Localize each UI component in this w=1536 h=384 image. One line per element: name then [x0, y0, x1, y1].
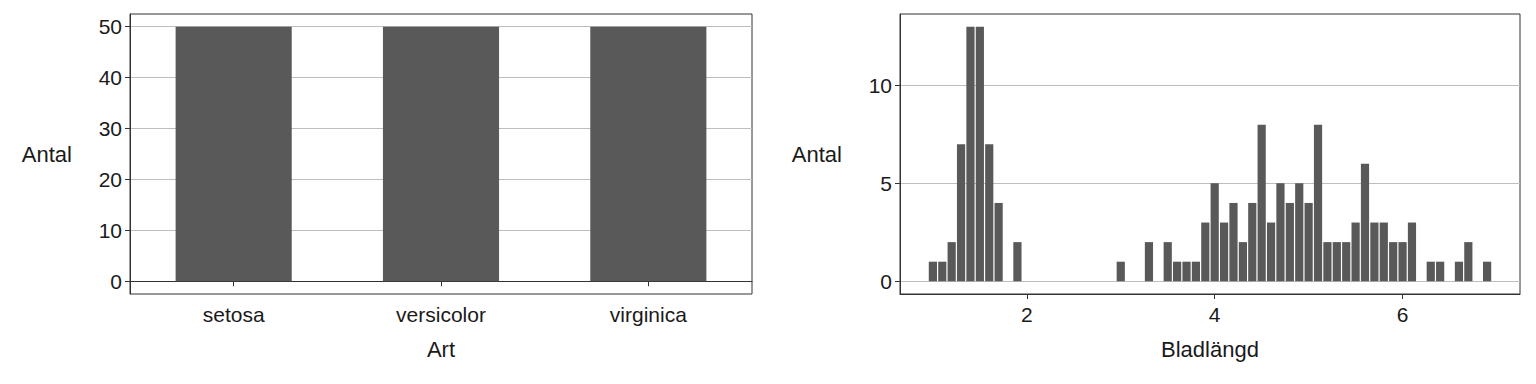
- svg-text:10: 10: [869, 74, 892, 97]
- svg-text:Bladlängd: Bladlängd: [1161, 337, 1259, 362]
- svg-text:2: 2: [1021, 303, 1033, 326]
- svg-text:30: 30: [99, 117, 122, 140]
- svg-text:0: 0: [110, 270, 122, 293]
- svg-text:0: 0: [880, 270, 892, 293]
- svg-text:5: 5: [880, 172, 892, 195]
- svg-text:6: 6: [1397, 303, 1409, 326]
- svg-text:versicolor: versicolor: [396, 303, 486, 326]
- svg-text:virginica: virginica: [610, 303, 687, 326]
- svg-text:10: 10: [99, 219, 122, 242]
- svg-text:20: 20: [99, 168, 122, 191]
- svg-text:Antal: Antal: [22, 142, 72, 167]
- svg-text:Art: Art: [427, 337, 455, 362]
- svg-text:40: 40: [99, 66, 122, 89]
- svg-text:setosa: setosa: [203, 303, 265, 326]
- svg-text:50: 50: [99, 15, 122, 38]
- svg-text:4: 4: [1209, 303, 1221, 326]
- svg-text:Antal: Antal: [792, 142, 842, 167]
